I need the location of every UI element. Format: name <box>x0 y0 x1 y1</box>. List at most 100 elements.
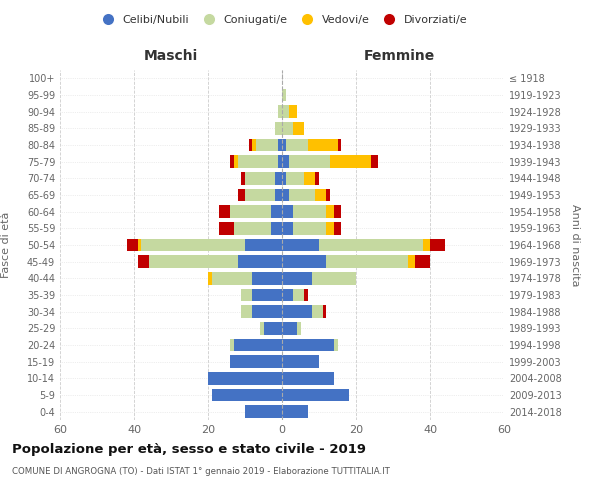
Bar <box>289 156 330 168</box>
Bar <box>326 256 408 268</box>
Bar <box>241 306 253 318</box>
Bar <box>256 138 278 151</box>
Bar <box>275 188 282 201</box>
Bar <box>282 406 308 418</box>
Bar <box>282 239 319 251</box>
Bar <box>282 89 286 101</box>
Bar <box>326 222 334 234</box>
Text: Popolazione per età, sesso e stato civile - 2019: Popolazione per età, sesso e stato civil… <box>12 442 366 456</box>
Bar <box>282 356 319 368</box>
Bar <box>316 188 326 201</box>
Bar <box>245 406 282 418</box>
Bar <box>260 322 263 334</box>
Bar <box>245 172 275 184</box>
Bar <box>371 156 378 168</box>
Bar <box>208 272 212 284</box>
Bar <box>275 172 282 184</box>
Bar <box>337 138 341 151</box>
Bar <box>282 138 286 151</box>
Bar <box>408 256 415 268</box>
Bar <box>253 289 282 301</box>
Bar <box>208 372 282 384</box>
Bar <box>241 289 253 301</box>
Bar <box>282 289 293 301</box>
Bar <box>308 138 337 151</box>
Bar <box>253 272 282 284</box>
Legend: Celibi/Nubili, Coniugati/e, Vedovi/e, Divorziati/e: Celibi/Nubili, Coniugati/e, Vedovi/e, Di… <box>92 10 472 29</box>
Bar <box>282 256 326 268</box>
Bar <box>245 188 275 201</box>
Bar <box>238 256 282 268</box>
Bar <box>289 106 297 118</box>
Bar <box>149 256 238 268</box>
Bar <box>282 156 289 168</box>
Bar <box>293 289 304 301</box>
Bar <box>127 239 138 251</box>
Bar <box>230 339 234 351</box>
Bar <box>234 156 238 168</box>
Bar <box>212 389 282 401</box>
Bar <box>326 206 334 218</box>
Bar <box>219 206 230 218</box>
Bar <box>230 156 234 168</box>
Bar <box>234 222 271 234</box>
Bar <box>422 239 430 251</box>
Bar <box>230 206 271 218</box>
Bar <box>311 306 323 318</box>
Bar <box>249 138 253 151</box>
Bar <box>282 306 311 318</box>
Bar <box>282 272 311 284</box>
Text: Fasce di età: Fasce di età <box>1 212 11 278</box>
Y-axis label: Anni di nascita: Anni di nascita <box>570 204 580 286</box>
Bar <box>282 222 293 234</box>
Bar <box>304 172 316 184</box>
Bar <box>241 172 245 184</box>
Bar <box>311 272 356 284</box>
Bar <box>275 122 282 134</box>
Bar <box>138 256 149 268</box>
Bar <box>253 138 256 151</box>
Bar <box>330 156 371 168</box>
Bar <box>278 106 282 118</box>
Bar <box>286 138 308 151</box>
Bar <box>282 372 334 384</box>
Bar <box>316 172 319 184</box>
Bar <box>430 239 445 251</box>
Text: COMUNE DI ANGROGNA (TO) - Dati ISTAT 1° gennaio 2019 - Elaborazione TUTTITALIA.I: COMUNE DI ANGROGNA (TO) - Dati ISTAT 1° … <box>12 468 390 476</box>
Bar <box>286 172 304 184</box>
Bar <box>326 188 330 201</box>
Bar <box>319 239 422 251</box>
Bar <box>238 188 245 201</box>
Bar <box>138 239 142 251</box>
Bar <box>212 272 253 284</box>
Bar <box>238 156 278 168</box>
Bar <box>282 206 293 218</box>
Bar <box>293 222 326 234</box>
Text: Maschi: Maschi <box>144 48 198 62</box>
Bar <box>334 339 337 351</box>
Bar <box>245 239 282 251</box>
Bar <box>282 322 297 334</box>
Bar <box>142 239 245 251</box>
Bar <box>282 106 289 118</box>
Bar <box>282 339 334 351</box>
Bar <box>282 122 293 134</box>
Bar <box>278 138 282 151</box>
Bar <box>323 306 326 318</box>
Bar <box>271 222 282 234</box>
Bar <box>304 289 308 301</box>
Bar <box>282 172 286 184</box>
Bar <box>271 206 282 218</box>
Bar <box>278 156 282 168</box>
Bar <box>234 339 282 351</box>
Bar <box>263 322 282 334</box>
Bar <box>297 322 301 334</box>
Bar <box>289 188 316 201</box>
Bar <box>230 356 282 368</box>
Bar <box>293 206 326 218</box>
Bar <box>415 256 430 268</box>
Bar <box>293 122 304 134</box>
Text: Femmine: Femmine <box>364 48 434 62</box>
Bar <box>219 222 234 234</box>
Bar <box>282 389 349 401</box>
